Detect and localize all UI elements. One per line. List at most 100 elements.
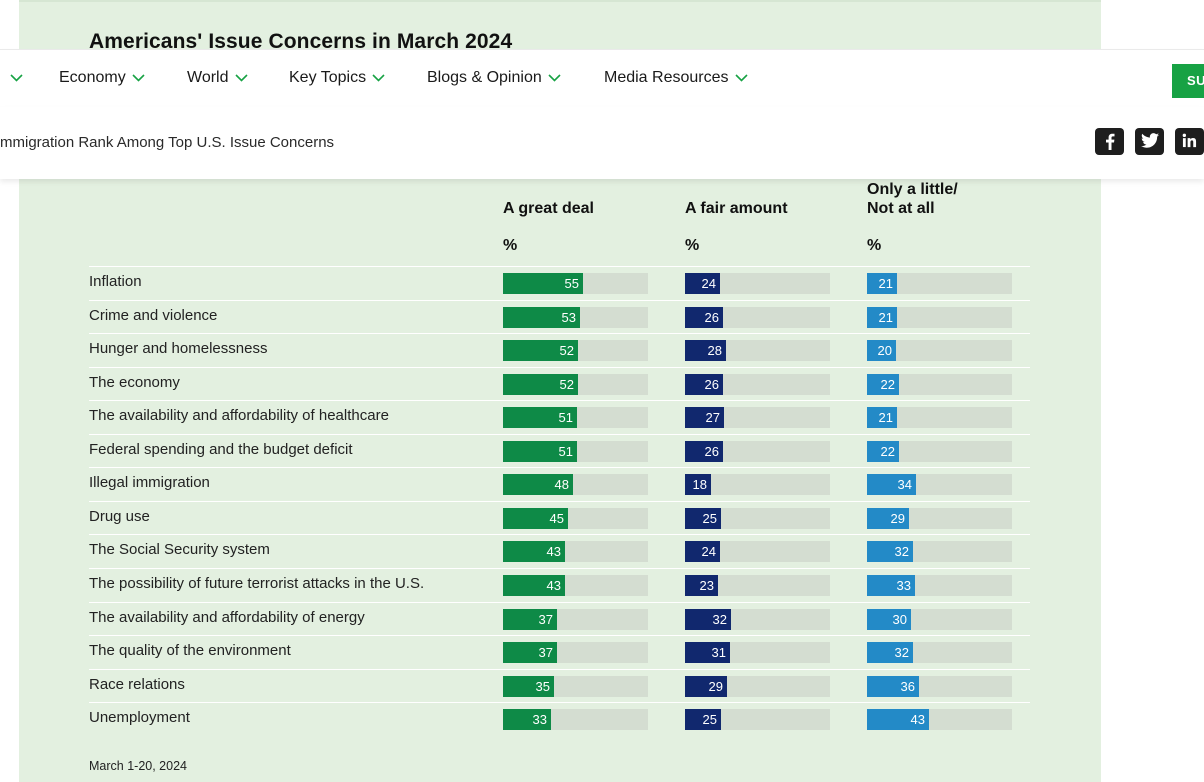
- nav-chevron-cutoff[interactable]: [4, 69, 23, 87]
- bar-value-label: 26: [704, 309, 719, 325]
- nav-item-media-resources[interactable]: Media Resources: [604, 69, 748, 87]
- bar-little-none: 29: [867, 507, 909, 529]
- table-row: Inflation 55 24 21: [89, 266, 1030, 300]
- linkedin-icon: [1182, 133, 1197, 148]
- bar-track: 37: [503, 642, 648, 664]
- bar-track: 35: [503, 675, 648, 697]
- bar-track: 32: [685, 608, 830, 630]
- column-header-great-deal: A great deal: [503, 180, 594, 218]
- subscribe-button[interactable]: SU: [1172, 64, 1204, 98]
- column-header-little-none: Only a little/ Not at all: [867, 180, 958, 218]
- row-label: Inflation: [89, 273, 142, 290]
- bar-track: 53: [503, 306, 648, 328]
- column-header-line2: Not at all: [867, 200, 935, 217]
- bar-little-none: 21: [867, 273, 897, 294]
- bar-track: 34: [867, 474, 1012, 496]
- bar-fair-amount: 27: [685, 407, 724, 429]
- bar-great-deal: 52: [503, 340, 578, 362]
- bar-value-label: 45: [549, 510, 564, 526]
- bar-track: 28: [685, 340, 830, 362]
- chevron-down-icon: [734, 74, 748, 82]
- table-row: The availability and affordability of he…: [89, 400, 1030, 434]
- bar-value-label: 29: [890, 510, 905, 526]
- column-unit-little-none: %: [867, 237, 882, 254]
- bar-track: 33: [503, 709, 648, 731]
- nav-item-label: Key Topics: [289, 69, 367, 86]
- bar-track: 43: [503, 574, 648, 596]
- bar-great-deal: 51: [503, 440, 577, 462]
- bar-value-label: 21: [878, 309, 893, 325]
- bar-value-label: 21: [878, 276, 893, 291]
- bar-value-label: 18: [692, 477, 707, 493]
- bar-fair-amount: 24: [685, 541, 720, 563]
- table-row: The economy 52 26 22: [89, 366, 1030, 401]
- bar-track: 24: [685, 273, 830, 294]
- table-row: Hunger and homelessness 52 28 20: [89, 333, 1030, 367]
- bar-little-none: 21: [867, 306, 897, 328]
- bar-value-label: 22: [880, 443, 895, 459]
- nav-item-economy[interactable]: Economy: [59, 69, 145, 87]
- bar-value-label: 53: [561, 309, 576, 325]
- nav-item-blogs-opinion[interactable]: Blogs & Opinion: [427, 69, 561, 87]
- bar-value-label: 51: [558, 410, 573, 426]
- row-label: Unemployment: [89, 709, 190, 727]
- bar-value-label: 24: [701, 276, 716, 291]
- bar-little-none: 22: [867, 373, 899, 395]
- facebook-share-button[interactable]: [1095, 128, 1124, 155]
- bar-track: 43: [503, 541, 648, 563]
- bar-little-none: 30: [867, 608, 911, 630]
- bar-value-label: 23: [699, 577, 714, 593]
- bar-track: 18: [685, 474, 830, 496]
- bar-track: 24: [685, 541, 830, 563]
- bar-great-deal: 37: [503, 642, 557, 664]
- bar-value-label: 33: [896, 577, 911, 593]
- bar-great-deal: 43: [503, 574, 565, 596]
- row-label: The availability and affordability of he…: [89, 407, 389, 425]
- twitter-share-button[interactable]: [1135, 128, 1164, 155]
- column-header-line2: A fair amount: [685, 200, 788, 217]
- bar-track: 26: [685, 306, 830, 328]
- column-header-line1: [503, 180, 594, 199]
- row-label: The availability and affordability of en…: [89, 608, 365, 626]
- bar-little-none: 34: [867, 474, 916, 496]
- column-header-line2: A great deal: [503, 200, 594, 217]
- bar-track: 29: [685, 675, 830, 697]
- chart-footnote: March 1-20, 2024: [89, 759, 187, 773]
- article-title: mmigration Rank Among Top U.S. Issue Con…: [0, 134, 335, 151]
- bar-track: 20: [867, 340, 1012, 362]
- nav-item-world[interactable]: World: [187, 69, 248, 87]
- row-label: Drug use: [89, 507, 150, 525]
- bar-value-label: 32: [894, 645, 909, 661]
- bar-track: 31: [685, 642, 830, 664]
- bar-track: 26: [685, 373, 830, 395]
- bar-value-label: 26: [704, 443, 719, 459]
- nav-item-key-topics[interactable]: Key Topics: [289, 69, 385, 87]
- bar-fair-amount: 31: [685, 642, 730, 664]
- bar-great-deal: 48: [503, 474, 573, 496]
- bar-value-label: 29: [708, 678, 723, 694]
- row-label: Crime and violence: [89, 306, 218, 324]
- bar-little-none: 20: [867, 340, 896, 362]
- table-row: Drug use 45 25 29: [89, 500, 1030, 535]
- linkedin-share-button[interactable]: [1175, 128, 1204, 155]
- bar-value-label: 33: [532, 712, 547, 728]
- column-unit-fair-amount: %: [685, 237, 700, 254]
- bar-great-deal: 33: [503, 709, 551, 731]
- bar-value-label: 20: [877, 343, 892, 359]
- chevron-down-icon: [372, 74, 385, 82]
- bar-track: 55: [503, 273, 648, 294]
- bar-little-none: 22: [867, 440, 899, 462]
- bar-value-label: 43: [546, 544, 561, 560]
- bar-value-label: 51: [558, 443, 573, 459]
- bar-great-deal: 52: [503, 373, 578, 395]
- bar-track: 37: [503, 608, 648, 630]
- bar-fair-amount: 28: [685, 340, 726, 362]
- bar-value-label: 43: [546, 577, 561, 593]
- row-label: Federal spending and the budget deficit: [89, 440, 353, 458]
- bar-little-none: 36: [867, 675, 919, 697]
- column-header-line1: Only a little/: [867, 181, 958, 198]
- bar-track: 22: [867, 373, 1012, 395]
- bar-track: 33: [867, 574, 1012, 596]
- table-row: The possibility of future terrorist atta…: [89, 567, 1030, 602]
- bar-track: 52: [503, 340, 648, 362]
